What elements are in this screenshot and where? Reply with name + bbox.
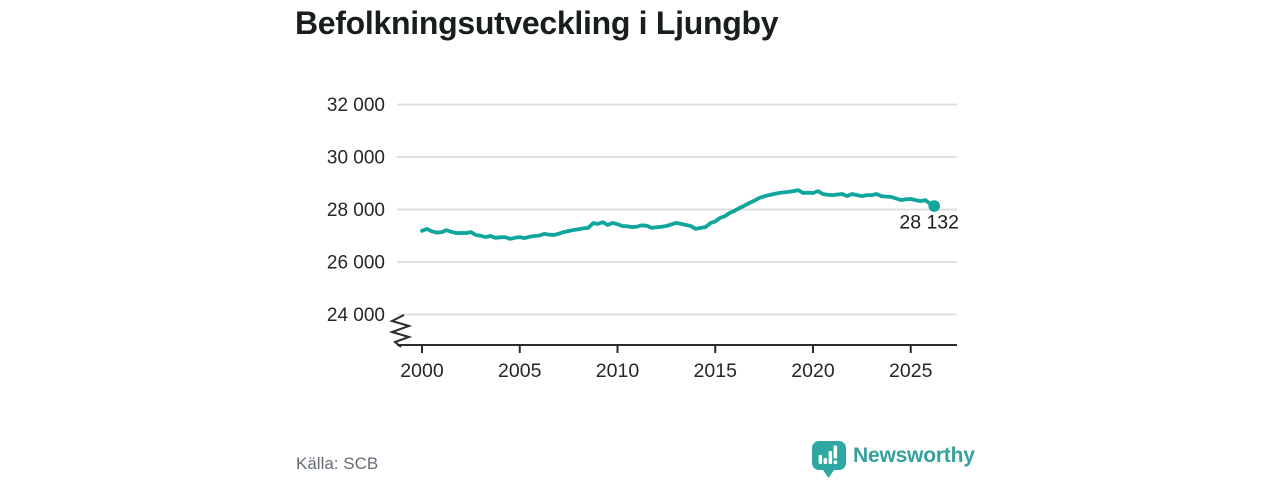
x-axis-tick-label: 2020 (791, 360, 835, 382)
population-line-chart: 24 000 26 000 28 000 30 000 32 000 2000 2005 20… (327, 95, 959, 382)
source-note: Källa: SCB (296, 454, 379, 473)
brand-name: Newsworthy (853, 444, 975, 467)
newsworthy-logo: Newsworthy (812, 441, 975, 481)
x-axis-tick-label: 2015 (694, 360, 738, 382)
y-axis-tick-label: 28 000 (327, 200, 385, 221)
bar-chart-speech-bubble-icon (812, 441, 846, 478)
y-axis-tick-label: 24 000 (327, 305, 385, 326)
y-axis-tick-label: 26 000 (327, 253, 385, 274)
x-axis-tick-label: 2025 (889, 360, 933, 382)
x-axis-tick-label: 2005 (498, 360, 542, 382)
axis-break-icon (388, 314, 413, 348)
end-value-label: 28 132 (899, 212, 959, 234)
population-series-line (420, 188, 937, 241)
page-title: Befolkningsutveckling i Ljungby (295, 5, 779, 41)
x-axis-tick-label: 2010 (596, 360, 640, 382)
y-axis-tick-label: 30 000 (327, 148, 385, 169)
y-axis-tick-label: 32 000 (327, 95, 385, 116)
series-end-dot (928, 200, 941, 212)
x-axis-tick-label: 2000 (400, 360, 444, 382)
